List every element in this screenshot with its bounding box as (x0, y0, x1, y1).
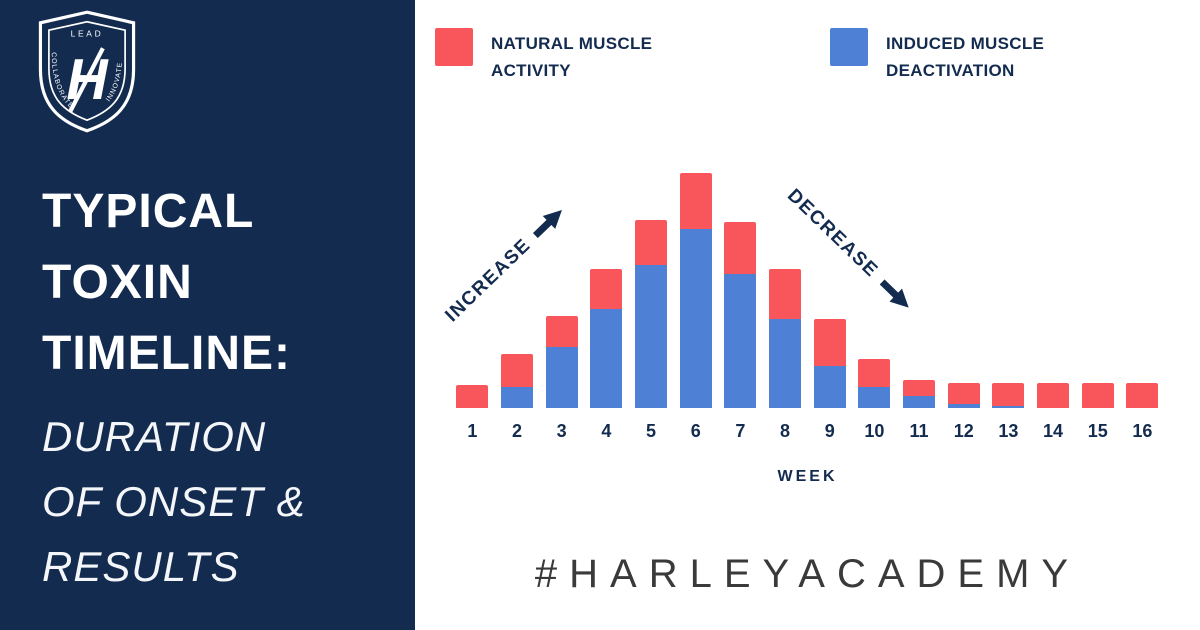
segment-natural-activity (545, 316, 578, 347)
segment-natural-activity (1037, 383, 1070, 408)
title-line-1: TYPICAL (42, 185, 255, 238)
segment-induced-deactivation (858, 386, 891, 408)
week-labels: 1 2 3 4 5 6 7 8 9 10 11 12 13 14 15 16 (450, 421, 1165, 442)
bar-week-7 (718, 222, 763, 408)
bar-week-2 (495, 353, 540, 408)
segment-induced-deactivation (769, 318, 802, 408)
bar-week-3 (539, 316, 584, 408)
segment-natural-activity (903, 379, 936, 397)
week-tick-label-5: 5 (646, 421, 657, 441)
x-axis-label: WEEK (777, 468, 838, 485)
segment-induced-deactivation (992, 405, 1025, 408)
legend-swatch-red (435, 28, 473, 66)
bar-week-11 (897, 379, 942, 408)
bar-week-4 (584, 269, 629, 408)
week-tick-label-11: 11 (909, 421, 929, 441)
shield-logo-icon: LEAD H COLLABORATE INNOVATE (38, 10, 136, 133)
bar-week-9 (807, 318, 852, 408)
decrease-annotation: DECREASE (782, 185, 916, 316)
increase-arrow-icon (533, 209, 563, 239)
week-tick-label-1: 1 (467, 421, 478, 441)
week-tick-label-10: 10 (864, 421, 885, 441)
bar-week-6 (673, 173, 718, 408)
segment-induced-deactivation (724, 274, 757, 408)
decrease-arrow-icon (879, 279, 909, 308)
segment-induced-deactivation (590, 309, 623, 408)
week-tick-label-2: 2 (512, 421, 523, 441)
segment-natural-activity (679, 173, 712, 230)
week-tick-label-15: 15 (1087, 421, 1108, 441)
harley-academy-logo: LEAD H COLLABORATE INNOVATE (34, 8, 140, 142)
legend-item-induced-deactivation: INDUCED MUSCLE DEACTIVATION (830, 28, 1071, 84)
segment-induced-deactivation (501, 386, 533, 408)
segment-natural-activity (501, 353, 533, 387)
week-tick-label-7: 7 (735, 421, 746, 441)
chart-columns (450, 168, 1165, 408)
bar-week-10 (852, 358, 897, 408)
week-tick-label-3: 3 (556, 421, 567, 441)
title-line-3: TIMELINE: (42, 327, 291, 380)
logo-top-text: LEAD (71, 29, 104, 39)
week-tick-label-9: 9 (824, 421, 835, 441)
week-tick-label-12: 12 (953, 421, 974, 441)
week-tick-label-6: 6 (690, 421, 701, 441)
segment-natural-activity (724, 222, 757, 275)
week-tick-label-4: 4 (601, 421, 612, 441)
segment-natural-activity (1126, 383, 1159, 408)
chart-panel: NATURAL MUSCLE ACTIVITY INDUCED MUSCLE D… (415, 0, 1200, 630)
page-subtitle: DURATION OF ONSET & RESULTS (42, 404, 306, 599)
segment-natural-activity (635, 220, 668, 265)
legend-item-natural-activity: NATURAL MUSCLE ACTIVITY (435, 28, 676, 84)
bar-week-12 (941, 383, 986, 408)
legend-label-induced-deactivation: INDUCED MUSCLE DEACTIVATION (886, 34, 1045, 81)
week-tick-label-13: 13 (998, 421, 1019, 441)
bar-week-5 (629, 220, 674, 408)
hashtag-text: #HARLEYACADEMY (534, 552, 1081, 596)
segment-natural-activity (858, 358, 891, 387)
page-title: TYPICAL TOXIN TIMELINE: (42, 176, 291, 389)
week-tick-label-8: 8 (780, 421, 791, 441)
segment-induced-deactivation (947, 404, 980, 408)
bar-week-13 (986, 383, 1031, 408)
segment-natural-activity (1081, 383, 1114, 408)
bar-week-1 (450, 384, 495, 408)
bar-week-15 (1075, 383, 1120, 408)
subtitle-line-1: DURATION (42, 413, 267, 460)
segment-natural-activity (590, 269, 623, 310)
segment-natural-activity (992, 383, 1025, 406)
bar-week-16 (1120, 383, 1165, 408)
segment-natural-activity (947, 383, 980, 405)
logo-slash (68, 47, 105, 113)
stacked-bar-chart: 1 2 3 4 5 6 7 8 9 10 11 12 13 14 15 16 WEEK (450, 168, 1165, 486)
bar-week-14 (1031, 383, 1076, 408)
segment-induced-deactivation (679, 229, 712, 408)
segment-induced-deactivation (903, 396, 936, 408)
segment-natural-activity (769, 269, 802, 319)
segment-induced-deactivation (813, 365, 846, 408)
increase-annotation: INCREASE (441, 201, 570, 327)
segment-induced-deactivation (545, 346, 578, 408)
segment-induced-deactivation (635, 264, 668, 408)
sidebar-panel: LEAD H COLLABORATE INNOVATE TYPICAL TOXI… (0, 0, 415, 630)
subtitle-line-2: OF ONSET & (42, 478, 306, 525)
subtitle-line-3: RESULTS (42, 543, 240, 590)
week-tick-label-16: 16 (1132, 421, 1153, 441)
bar-week-8 (763, 269, 808, 408)
segment-natural-activity (456, 384, 489, 408)
legend-swatch-blue (830, 28, 868, 66)
week-tick-label-14: 14 (1043, 421, 1064, 441)
segment-natural-activity (813, 318, 846, 366)
legend-label-natural-activity: NATURAL MUSCLE ACTIVITY (491, 34, 653, 81)
title-line-2: TOXIN (42, 256, 193, 309)
